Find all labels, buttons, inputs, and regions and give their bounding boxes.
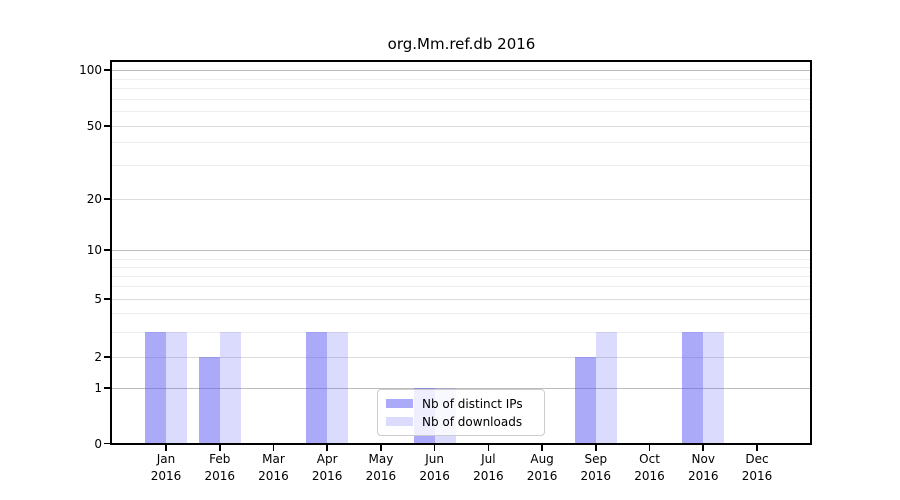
legend-swatch-distinct-ips bbox=[386, 399, 413, 408]
x-tick-mark bbox=[218, 445, 221, 451]
y-tick-label: 100 bbox=[79, 63, 102, 77]
bar-downloads-sep bbox=[595, 331, 617, 443]
bar-downloads-jan bbox=[166, 331, 187, 443]
x-tick-label: Oct 2016 bbox=[634, 452, 665, 483]
minor-gridline bbox=[112, 142, 811, 143]
legend-label-downloads: Nb of downloads bbox=[422, 414, 523, 429]
x-tick-label: Aug 2016 bbox=[526, 452, 558, 483]
y-axis-spine bbox=[110, 60, 112, 445]
y-tick-label: 50 bbox=[86, 119, 102, 133]
y-tick-label: 10 bbox=[86, 243, 102, 257]
x-tick-label: Jun 2016 bbox=[419, 452, 450, 483]
y-tick-mark bbox=[104, 387, 110, 389]
legend-swatch-downloads bbox=[386, 417, 413, 426]
bar-distinct-ips-nov bbox=[682, 331, 704, 443]
y-tick-label: 20 bbox=[86, 192, 102, 206]
major-gridline bbox=[112, 126, 811, 127]
minor-gridline bbox=[112, 98, 811, 100]
legend-item-distinct-ips: Nb of distinct IPs bbox=[378, 397, 544, 411]
bar-distinct-ips-sep bbox=[574, 357, 596, 443]
bar-distinct-ips-jan bbox=[145, 331, 166, 443]
x-tick-mark bbox=[433, 445, 436, 451]
top-spine bbox=[110, 60, 811, 62]
x-tick-mark bbox=[272, 445, 275, 451]
minor-gridline bbox=[112, 110, 811, 112]
minor-gridline bbox=[112, 331, 811, 333]
major-gridline bbox=[112, 199, 811, 200]
major-gridline bbox=[112, 299, 811, 300]
x-tick-mark bbox=[487, 445, 490, 451]
minor-gridline bbox=[112, 286, 811, 287]
minor-gridline bbox=[112, 88, 811, 89]
bar-distinct-ips-apr bbox=[306, 331, 328, 443]
y-tick-mark bbox=[104, 125, 110, 127]
minor-gridline bbox=[112, 79, 811, 80]
x-tick-label: Feb 2016 bbox=[204, 452, 235, 483]
bar-downloads-feb bbox=[219, 331, 241, 443]
x-tick-mark bbox=[756, 445, 758, 451]
decade-gridline bbox=[112, 70, 811, 71]
y-tick-label: 1 bbox=[94, 381, 102, 395]
x-tick-mark bbox=[380, 445, 382, 451]
y-tick-label: 0 bbox=[94, 436, 102, 451]
x-tick-label: Jul 2016 bbox=[473, 452, 504, 483]
x-tick-label: Sep 2016 bbox=[580, 452, 612, 483]
legend-label-distinct-ips: Nb of distinct IPs bbox=[422, 396, 523, 411]
y-tick-mark bbox=[104, 298, 110, 300]
bar-downloads-apr bbox=[327, 331, 349, 443]
x-tick-label: Apr 2016 bbox=[311, 452, 343, 483]
x-tick-mark bbox=[326, 445, 328, 451]
x-tick-label: Mar 2016 bbox=[258, 452, 289, 483]
bar-downloads-nov bbox=[703, 331, 725, 443]
y-tick-label: 2 bbox=[94, 350, 102, 364]
decade-gridline bbox=[112, 250, 811, 251]
y-tick-label: 5 bbox=[94, 292, 102, 306]
decade-gridline bbox=[112, 388, 811, 389]
minor-gridline bbox=[112, 258, 811, 260]
legend: Nb of distinct IPs Nb of downloads bbox=[377, 389, 545, 436]
y-tick-mark bbox=[104, 198, 110, 200]
legend-item-downloads: Nb of downloads bbox=[378, 415, 544, 429]
x-tick-label: Dec 2016 bbox=[741, 452, 773, 483]
y-tick-mark bbox=[104, 69, 110, 71]
major-gridline bbox=[112, 357, 811, 358]
minor-gridline bbox=[112, 275, 811, 277]
y-tick-mark bbox=[104, 356, 110, 358]
y-tick-mark bbox=[104, 249, 110, 251]
x-tick-mark bbox=[541, 445, 543, 451]
minor-gridline bbox=[112, 313, 811, 314]
x-tick-mark bbox=[165, 445, 167, 451]
x-tick-label: Jan 2016 bbox=[150, 452, 182, 483]
x-tick-label: Nov 2016 bbox=[687, 452, 719, 483]
right-spine bbox=[810, 60, 812, 445]
bar-distinct-ips-feb bbox=[198, 357, 220, 443]
y-tick-mark bbox=[104, 442, 110, 445]
x-axis-spine bbox=[110, 443, 812, 445]
x-tick-mark bbox=[648, 445, 651, 451]
x-tick-mark bbox=[702, 445, 705, 451]
minor-gridline bbox=[112, 266, 811, 268]
minor-gridline bbox=[112, 164, 811, 166]
x-tick-mark bbox=[595, 445, 597, 451]
x-tick-label: May 2016 bbox=[365, 452, 397, 483]
chart-title: org.Mm.ref.db 2016 bbox=[387, 35, 536, 53]
